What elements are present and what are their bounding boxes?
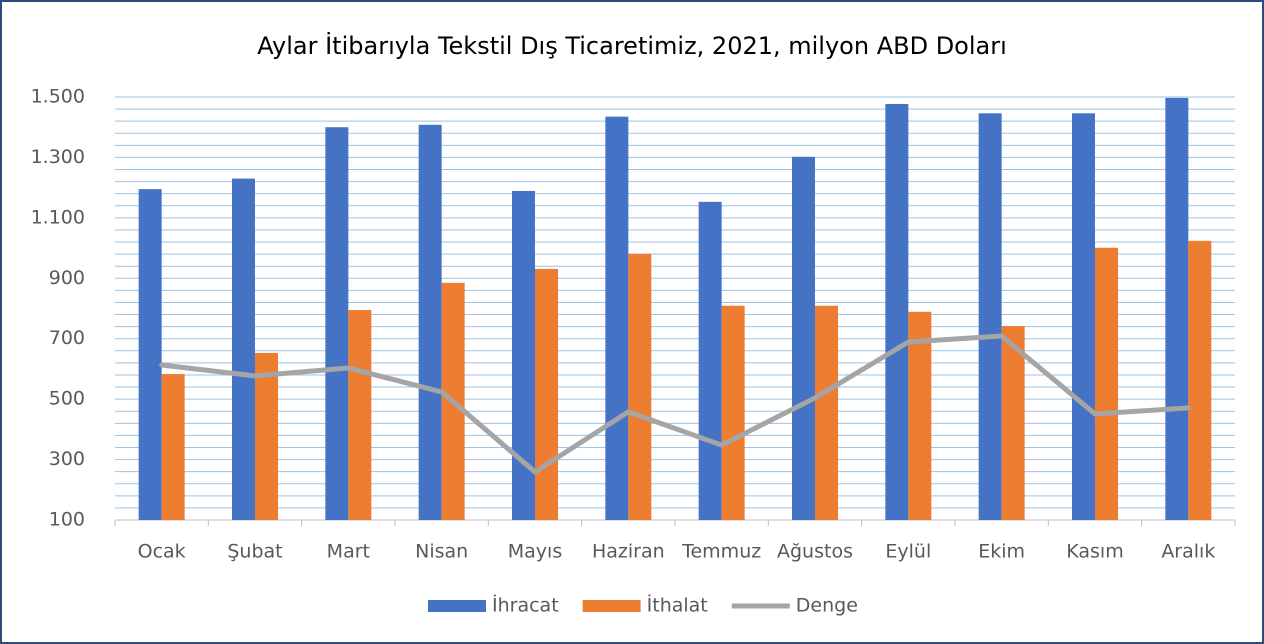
x-tick-label: Eylül [885, 541, 931, 563]
bar [1095, 247, 1118, 520]
legend-swatch [428, 600, 486, 612]
bar [1188, 240, 1212, 520]
bar [1072, 113, 1095, 521]
bar [512, 190, 535, 520]
x-tick-label: Aralık [1161, 541, 1215, 563]
bar [721, 305, 745, 520]
y-tick-label: 900 [49, 267, 85, 289]
bar [605, 116, 629, 520]
bar [792, 156, 815, 520]
y-tick-label: 300 [49, 448, 85, 470]
bar [908, 311, 932, 520]
line-series [159, 333, 1191, 475]
x-tick-label: Ocak [138, 541, 186, 563]
x-tick-label: Ağustos [777, 541, 853, 563]
bar [978, 113, 1002, 521]
y-tick-label: 1.500 [31, 86, 85, 108]
bar [1001, 326, 1025, 520]
bar [815, 305, 838, 520]
legend-label: İthalat [647, 594, 708, 617]
y-tick-label: 700 [49, 327, 85, 349]
x-tick-label: Ekim [978, 541, 1025, 563]
x-tick-label: Mart [327, 541, 370, 563]
x-tick-label: Mayıs [508, 541, 562, 563]
x-tick-label: Şubat [227, 541, 282, 563]
x-tick-label: Nisan [415, 541, 468, 563]
y-tick-label: 1.100 [31, 206, 85, 228]
bar [1165, 97, 1189, 520]
bar [418, 124, 442, 520]
x-tick-label: Kasım [1066, 541, 1123, 563]
bar [628, 253, 652, 521]
bar [138, 189, 162, 520]
x-tick-label: Haziran [592, 541, 665, 563]
legend-label: Denge [796, 595, 858, 617]
legend-swatch [582, 600, 641, 612]
bar [348, 310, 372, 520]
bar [161, 374, 185, 520]
bar [255, 352, 278, 520]
legend-label: İhracat [492, 594, 559, 617]
bar [232, 178, 255, 521]
y-tick-label: 1.300 [31, 146, 85, 168]
bar [698, 201, 722, 520]
y-tick-label: 100 [49, 509, 85, 531]
x-tick-label: Temmuz [681, 541, 761, 563]
bar [325, 127, 349, 520]
chart-title: Aylar İtibarıyla Tekstil Dış Ticaretimiz… [257, 31, 1007, 60]
y-tick-label: 500 [49, 388, 85, 410]
bar [535, 268, 558, 520]
bar [885, 103, 909, 521]
